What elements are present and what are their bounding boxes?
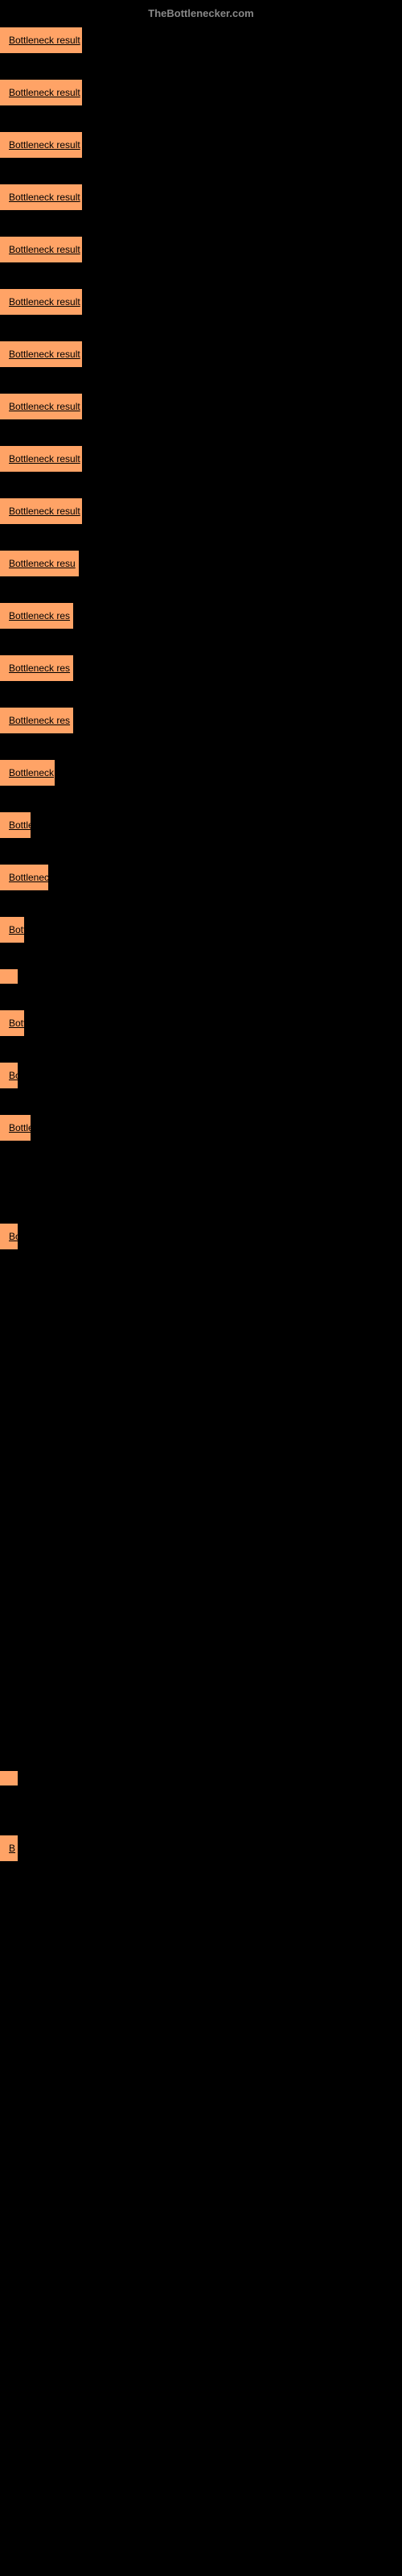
bottleneck-result-link[interactable]: Bottleneck result [0,80,82,105]
result-item: Bottleneck result [0,80,402,109]
result-item: Bottleneck [0,760,402,790]
bottleneck-result-link[interactable] [0,969,18,984]
bottleneck-result-link[interactable]: Bottleneck res [0,655,73,681]
bottleneck-result-link[interactable]: Bottleneck result [0,341,82,367]
result-item: Bottleneck result [0,394,402,423]
result-item: Bott [0,1010,402,1040]
result-item: Bottleneck result [0,132,402,162]
bottleneck-result-link[interactable]: B [0,1835,18,1861]
result-item: Bottleneck result [0,446,402,476]
result-item: Bottle [0,812,402,842]
result-item: Bottleneck res [0,708,402,737]
result-item: B [0,1835,18,1865]
result-item: Bottleneck res [0,603,402,633]
bottleneck-result-link[interactable]: Bottleneck res [0,708,73,733]
bottleneck-result-link[interactable]: Bo [0,1063,18,1088]
bottleneck-result-link[interactable]: Bottleneck result [0,446,82,472]
bottleneck-result-link[interactable]: Bottleneck result [0,132,82,158]
bottleneck-result-link[interactable]: Bottleneck [0,760,55,786]
bottleneck-result-link[interactable]: Bottleneck result [0,289,82,315]
result-item [0,969,402,988]
result-item: Bottleneck res [0,655,402,685]
site-name: TheBottlenecker.com [148,7,254,19]
bottleneck-result-link[interactable]: Bott [0,917,24,943]
bottleneck-result-link[interactable]: Bottleneck result [0,498,82,524]
result-item: Bottleneck result [0,184,402,214]
bottleneck-result-link[interactable] [0,1771,18,1785]
header: TheBottlenecker.com [0,0,402,27]
result-item: Bottleneck result [0,237,402,266]
bottleneck-result-link[interactable]: Bottleneck result [0,237,82,262]
result-item: Bottleneck result [0,498,402,528]
result-item: Bo [0,1063,402,1092]
result-item: Bo [0,1224,18,1253]
result-item: Bott [0,917,402,947]
result-item: Bottleneck result [0,341,402,371]
bottleneck-result-link[interactable]: Bottle [0,1115,31,1141]
bottleneck-result-link[interactable]: Bott [0,1010,24,1036]
result-item: Bottlenec [0,865,402,894]
result-item: Bottleneck resu [0,551,402,580]
result-item: Bottleneck result [0,289,402,319]
bottleneck-result-link[interactable]: Bottleneck resu [0,551,79,576]
bottleneck-result-link[interactable]: Bo [0,1224,18,1249]
bottleneck-result-link[interactable]: Bottle [0,812,31,838]
result-item: Bottleneck result [0,27,402,57]
results-list: Bottleneck result Bottleneck result Bottle… [0,27,402,1145]
bottleneck-result-link[interactable]: Bottleneck res [0,603,73,629]
bottleneck-result-link[interactable]: Bottleneck result [0,394,82,419]
bottleneck-result-link[interactable]: Bottlenec [0,865,48,890]
bottleneck-result-link[interactable]: Bottleneck result [0,184,82,210]
result-item: Bottle [0,1115,402,1145]
bottleneck-result-link[interactable]: Bottleneck result [0,27,82,53]
result-item [0,1771,18,1790]
